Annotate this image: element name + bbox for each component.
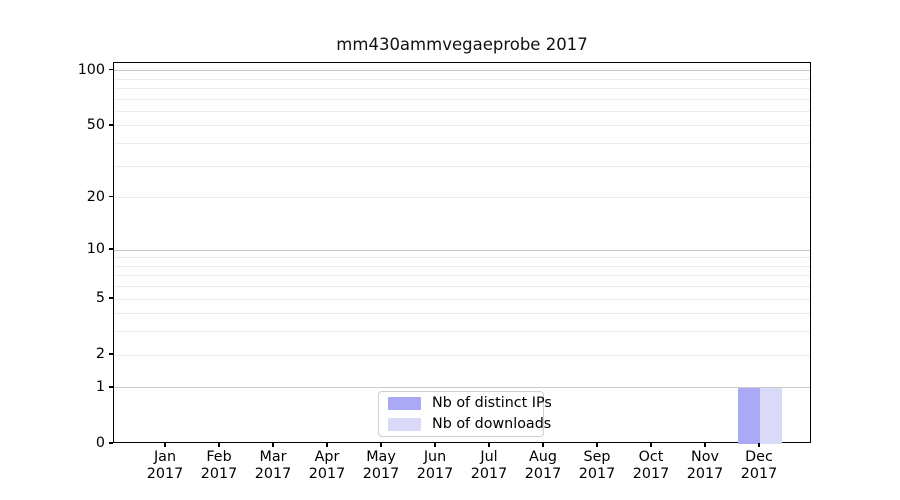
gridline — [114, 197, 810, 199]
x-tick-month: Apr — [314, 449, 340, 465]
gridline — [114, 354, 810, 356]
x-tick-month: Nov — [691, 449, 719, 465]
x-tick-month: Mar — [259, 449, 287, 465]
x-tick-year: 2017 — [524, 465, 562, 482]
gridline — [114, 143, 810, 145]
x-tick-year: 2017 — [578, 465, 616, 482]
y-tick-mark — [108, 353, 113, 355]
y-tick-label: 2 — [95, 346, 105, 363]
x-tick-year: 2017 — [254, 465, 292, 482]
legend-entry-nb-of-distinct-ips: Nb of distinct IPs — [388, 396, 552, 411]
x-tick-label-dec: Dec 2017 — [727, 449, 791, 482]
x-tick-year: 2017 — [632, 465, 670, 482]
x-tick-year: 2017 — [740, 465, 778, 482]
x-tick-year: 2017 — [146, 465, 184, 482]
x-tick-month: Sep — [583, 449, 611, 465]
gridline — [114, 298, 810, 300]
y-tick-label: 0 — [95, 435, 105, 451]
x-tick-month: Dec — [745, 449, 773, 465]
gridline — [114, 313, 810, 315]
gridline — [114, 70, 810, 72]
x-tick-mark — [434, 443, 436, 447]
y-tick-mark — [108, 196, 113, 198]
y-tick-label: 20 — [86, 188, 105, 205]
y-tick-mark — [108, 386, 113, 388]
y-tick-mark — [108, 442, 113, 444]
gridline — [114, 331, 810, 333]
legend-label: Nb of downloads — [432, 416, 552, 432]
y-tick-mark — [108, 297, 113, 299]
x-tick-mark — [218, 443, 220, 447]
legend: Nb of distinct IPs Nb of downloads — [378, 391, 552, 437]
legend-label: Nb of distinct IPs — [432, 395, 552, 411]
x-tick-label-mar: Mar 2017 — [241, 449, 305, 482]
x-tick-year: 2017 — [470, 465, 508, 482]
x-tick-year: 2017 — [200, 465, 238, 482]
x-tick-mark — [542, 443, 544, 447]
x-tick-label-nov: Nov 2017 — [673, 449, 737, 482]
x-tick-label-feb: Feb 2017 — [187, 449, 251, 482]
x-tick-label-aug: Aug 2017 — [511, 449, 575, 482]
gridline — [114, 257, 810, 259]
legend-entry-nb-of-downloads: Nb of downloads — [388, 417, 551, 432]
y-tick-mark — [108, 68, 113, 71]
x-tick-month: Aug — [529, 449, 557, 465]
gridline — [114, 98, 810, 100]
bar-nb-of-distinct-ips-dec — [738, 387, 760, 444]
x-tick-month: Jan — [153, 449, 177, 465]
x-tick-mark — [488, 443, 490, 447]
x-tick-year: 2017 — [416, 465, 454, 482]
y-tick-label: 50 — [86, 116, 105, 133]
bar-nb-of-downloads-dec — [760, 387, 782, 444]
gridline — [114, 275, 810, 277]
x-tick-mark — [326, 443, 328, 447]
chart-title: mm430ammvegaeprobe 2017 — [336, 35, 588, 54]
x-tick-year: 2017 — [686, 465, 724, 482]
x-tick-month: Oct — [638, 449, 664, 465]
gridline — [114, 110, 810, 112]
gridline — [114, 286, 810, 288]
x-tick-month: Jun — [423, 449, 447, 465]
gridline — [114, 387, 810, 389]
x-tick-month: Jul — [480, 449, 498, 465]
y-tick-label: 10 — [86, 241, 105, 257]
x-tick-year: 2017 — [308, 465, 346, 482]
gridline — [114, 87, 810, 89]
x-tick-mark — [272, 443, 274, 447]
x-tick-year: 2017 — [362, 465, 400, 482]
gridline — [114, 249, 810, 251]
y-tick-mark — [108, 248, 113, 250]
gridline — [114, 265, 810, 267]
x-tick-label-jan: Jan 2017 — [133, 449, 197, 482]
x-tick-month: May — [366, 449, 396, 465]
x-tick-label-may: May 2017 — [349, 449, 413, 482]
x-tick-label-oct: Oct 2017 — [619, 449, 683, 482]
x-tick-label-sep: Sep 2017 — [565, 449, 629, 482]
x-tick-mark — [704, 443, 706, 447]
x-tick-month: Feb — [206, 449, 232, 465]
x-tick-mark — [596, 443, 598, 447]
x-tick-label-apr: Apr 2017 — [295, 449, 359, 482]
gridline — [114, 78, 810, 80]
x-tick-mark — [164, 443, 166, 447]
legend-swatch-nb-of-distinct-ips — [388, 397, 421, 410]
gridline — [114, 165, 810, 167]
y-tick-label: 5 — [95, 290, 105, 307]
plot-area — [113, 62, 811, 444]
legend-swatch-nb-of-downloads — [388, 418, 421, 431]
y-tick-label: 100 — [77, 61, 105, 78]
x-tick-mark — [650, 443, 652, 447]
x-tick-mark — [380, 443, 382, 447]
x-tick-label-jun: Jun 2017 — [403, 449, 467, 482]
x-tick-mark — [758, 443, 760, 447]
gridline — [114, 125, 810, 127]
y-tick-mark — [108, 124, 113, 126]
x-tick-label-jul: Jul 2017 — [457, 449, 521, 482]
y-tick-label: 1 — [95, 378, 105, 395]
